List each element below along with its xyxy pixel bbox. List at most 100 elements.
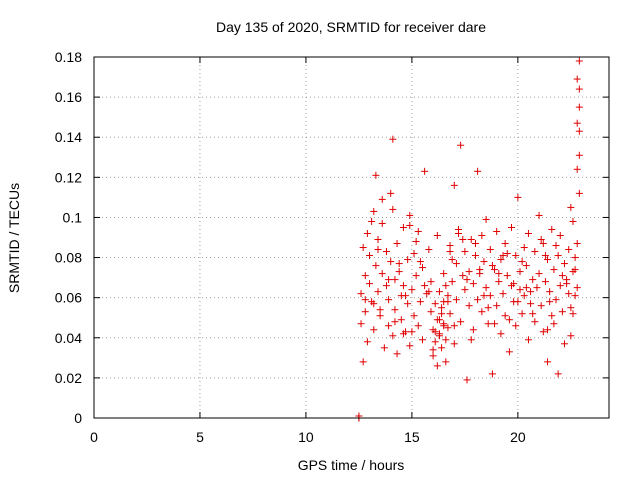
data-point <box>418 264 426 272</box>
data-point <box>395 260 403 268</box>
data-point <box>537 236 545 244</box>
data-point <box>486 292 494 300</box>
y-tick-label: 0 <box>74 410 82 426</box>
data-point <box>427 308 435 316</box>
data-point <box>571 254 579 262</box>
plot-frame <box>93 56 610 419</box>
data-point <box>361 308 369 316</box>
data-point <box>480 258 488 266</box>
data-point <box>484 304 492 312</box>
data-point <box>550 320 558 328</box>
data-point <box>567 304 575 312</box>
data-point <box>361 272 369 280</box>
data-point <box>573 284 581 292</box>
data-point <box>461 286 469 294</box>
y-tick-label: 0.06 <box>55 290 82 306</box>
data-point <box>573 75 581 83</box>
data-point <box>514 298 522 306</box>
data-point <box>459 236 467 244</box>
data-point <box>404 300 412 308</box>
data-point <box>558 308 566 316</box>
data-point <box>552 242 560 250</box>
data-point <box>399 330 407 338</box>
data-point <box>556 282 564 290</box>
data-point <box>457 318 465 326</box>
data-point <box>552 296 560 304</box>
data-point <box>541 278 549 286</box>
y-tick-label: 0.02 <box>55 370 82 386</box>
data-point <box>435 332 443 340</box>
data-point <box>357 290 365 298</box>
data-point <box>421 167 429 175</box>
data-point <box>429 352 437 360</box>
data-point <box>531 248 539 256</box>
data-point <box>399 282 407 290</box>
chart-title: Day 135 of 2020, SRMTID for receiver dar… <box>216 19 486 35</box>
data-point <box>370 207 378 215</box>
data-point <box>416 298 424 306</box>
data-point <box>444 324 452 332</box>
data-point <box>527 288 535 296</box>
data-point <box>382 282 390 290</box>
y-tick-label: 0.04 <box>55 330 82 346</box>
data-point <box>522 262 530 270</box>
data-point <box>433 362 441 370</box>
data-point <box>491 320 499 328</box>
data-point <box>372 171 380 179</box>
data-point <box>533 284 541 292</box>
data-point <box>406 211 414 219</box>
data-point <box>385 322 393 330</box>
data-point <box>573 240 581 248</box>
data-point <box>541 252 549 260</box>
data-point <box>518 310 526 318</box>
data-point <box>440 270 448 278</box>
data-point <box>518 258 526 266</box>
data-point <box>524 229 532 237</box>
data-point <box>527 300 535 308</box>
data-point <box>563 280 571 288</box>
data-point <box>569 310 577 318</box>
data-point <box>471 240 479 248</box>
data-point <box>406 221 414 229</box>
data-point <box>461 248 469 256</box>
data-point <box>410 250 418 258</box>
data-point <box>571 266 579 274</box>
data-point <box>520 292 528 300</box>
data-point <box>491 266 499 274</box>
data-point <box>399 223 407 231</box>
data-point <box>575 189 583 197</box>
data-point <box>493 227 501 235</box>
data-point <box>382 248 390 256</box>
data-point <box>414 227 422 235</box>
data-point <box>505 348 513 356</box>
data-point <box>474 296 482 304</box>
data-point <box>455 225 463 233</box>
data-point <box>512 322 520 330</box>
data-point <box>357 320 365 328</box>
data-point <box>503 250 511 258</box>
data-point <box>387 258 395 266</box>
data-point <box>493 302 501 310</box>
data-point <box>435 288 443 296</box>
data-point <box>505 316 513 324</box>
data-point <box>361 296 369 304</box>
data-point <box>575 103 583 111</box>
data-point <box>478 231 486 239</box>
data-point <box>556 231 564 239</box>
data-point <box>457 141 465 149</box>
data-point <box>480 292 488 300</box>
x-tick-label: 15 <box>404 429 420 445</box>
data-point <box>535 211 543 219</box>
data-point <box>448 256 456 264</box>
data-point <box>425 288 433 296</box>
data-point <box>421 282 429 290</box>
data-point <box>408 286 416 294</box>
data-point <box>448 278 456 286</box>
x-tick-labels: 0 5 10 15 20 <box>90 429 526 445</box>
data-point <box>391 306 399 314</box>
data-point <box>431 338 439 346</box>
data-point <box>554 370 562 378</box>
data-point <box>484 320 492 328</box>
